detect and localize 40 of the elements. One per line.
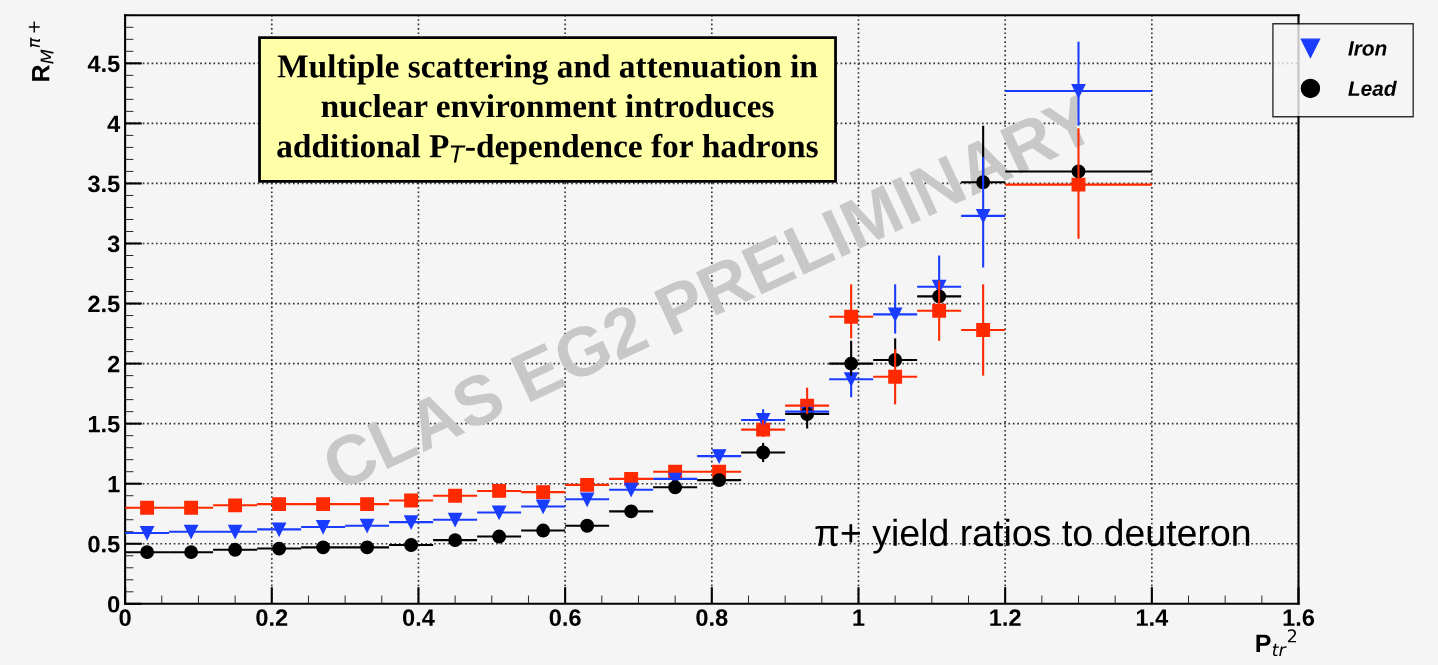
- x-tick-label: 1.2: [990, 609, 1021, 626]
- y-tick-label: 2: [107, 355, 120, 373]
- x-axis-title: P$_{tr}$$^{2}$: [1256, 629, 1297, 657]
- x-tick-label: 0.4: [402, 609, 435, 627]
- legend-label: Iron: [1348, 41, 1387, 56]
- x-tick-label: 1.6: [1283, 609, 1315, 627]
- point: [536, 485, 551, 500]
- point: [448, 488, 463, 503]
- point: [580, 492, 595, 507]
- y-tick-label: 4.5: [87, 55, 120, 73]
- y-tick-label: 1: [108, 476, 120, 493]
- point: [140, 526, 155, 540]
- x-tick-label: 0.8: [696, 609, 728, 627]
- point: [492, 483, 507, 498]
- y-tick-label: 1.5: [88, 415, 120, 433]
- x-tick-label: 1.4: [1136, 609, 1169, 626]
- point: [404, 515, 419, 530]
- point: [360, 497, 375, 512]
- point: [184, 500, 199, 515]
- x-tick-label: 0: [119, 609, 131, 627]
- y-tick-label: 0: [108, 595, 120, 613]
- y-tick-label: 0.5: [88, 535, 120, 553]
- point: [580, 477, 595, 492]
- point: [140, 500, 155, 515]
- y-axis-title: R$_{M}$$^{π+}$: [28, 21, 54, 81]
- x-tick-label: 0.2: [256, 609, 288, 627]
- point: [316, 520, 331, 534]
- y-tick-label: 4: [107, 115, 121, 132]
- y-tick-label: 3.5: [87, 175, 120, 193]
- x-tick-label: 0.6: [549, 609, 581, 627]
- point: [272, 522, 287, 537]
- point: [712, 449, 727, 464]
- y-tick-label: 2.5: [88, 295, 120, 313]
- annotation: π+ yield ratios to deuteron: [815, 518, 1250, 554]
- point: [272, 497, 287, 512]
- point: [228, 498, 243, 513]
- y-tick-label: 3: [107, 235, 120, 253]
- legend-label: Lead: [1348, 80, 1397, 96]
- point: [316, 497, 331, 512]
- x-tick-label: 1: [853, 609, 865, 626]
